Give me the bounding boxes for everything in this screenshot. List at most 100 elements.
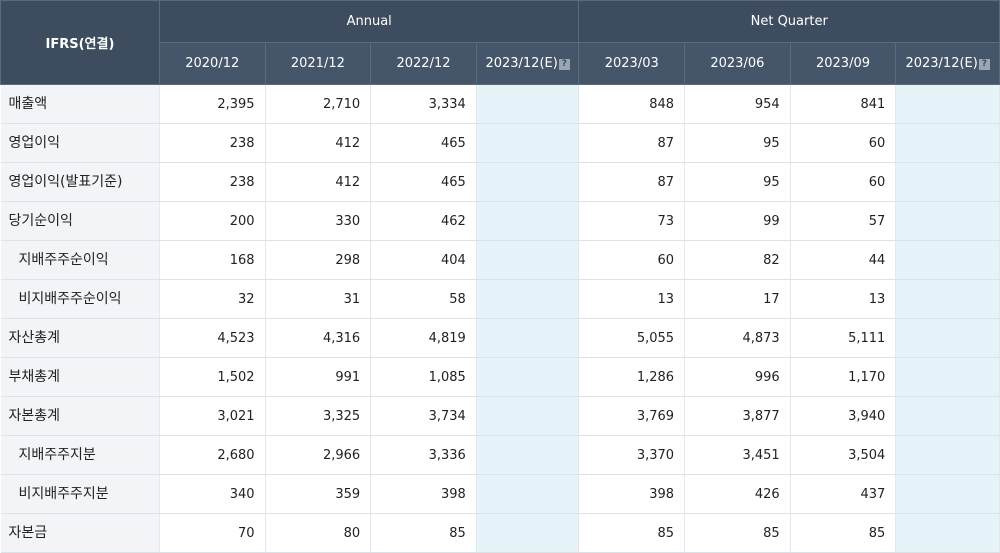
table-row: 영업이익 238 412 465 87 95 60 xyxy=(0,123,1000,163)
quarter-value-cell: 82 xyxy=(684,240,791,280)
table-row: 자산총계 4,523 4,316 4,819 5,055 4,873 5,111 xyxy=(0,318,1000,358)
annual-value-cell: 359 xyxy=(265,474,372,514)
table-row: 비지배주주순이익 32 31 58 13 17 13 xyxy=(0,279,1000,319)
row-label: 비지배주주순이익 xyxy=(0,279,160,319)
help-icon[interactable]: ? xyxy=(978,59,990,70)
quarter-estimate-cell xyxy=(895,318,1000,358)
annual-estimate-cell xyxy=(476,123,580,163)
period-header: 2023/03 xyxy=(578,42,686,85)
annual-estimate-cell xyxy=(476,240,580,280)
row-label: 당기순이익 xyxy=(0,201,160,241)
quarter-value-cell: 426 xyxy=(684,474,791,514)
quarter-value-cell: 85 xyxy=(684,513,791,553)
annual-value-cell: 2,966 xyxy=(265,435,372,475)
quarter-value-cell: 87 xyxy=(578,162,686,202)
quarter-estimate-cell xyxy=(895,513,1000,553)
period-header: 2023/06 xyxy=(684,42,791,85)
quarter-estimate-cell xyxy=(895,396,1000,436)
annual-value-cell: 80 xyxy=(265,513,372,553)
quarter-value-cell: 99 xyxy=(684,201,791,241)
period-header: 2023/09 xyxy=(789,42,897,85)
period-header: 2021/12 xyxy=(264,42,372,85)
annual-value-cell: 398 xyxy=(370,474,477,514)
annual-estimate-cell xyxy=(476,396,580,436)
row-label: 비지배주주지분 xyxy=(0,474,160,514)
annual-estimate-cell xyxy=(476,357,580,397)
quarter-value-cell: 398 xyxy=(578,474,686,514)
table-row: 자본총계 3,021 3,325 3,734 3,769 3,877 3,940 xyxy=(0,396,1000,436)
quarter-estimate-cell xyxy=(895,201,1000,241)
annual-value-cell: 3,325 xyxy=(265,396,372,436)
quarter-value-cell: 60 xyxy=(790,162,897,202)
annual-value-cell: 1,085 xyxy=(370,357,477,397)
row-label: 영업이익(발표기준) xyxy=(0,162,160,202)
quarter-value-cell: 57 xyxy=(790,201,897,241)
quarter-value-cell: 13 xyxy=(790,279,897,319)
annual-value-cell: 412 xyxy=(265,123,372,163)
quarter-value-cell: 5,055 xyxy=(578,318,686,358)
annual-estimate-cell xyxy=(476,279,580,319)
quarter-value-cell: 954 xyxy=(684,84,791,124)
quarter-value-cell: 4,873 xyxy=(684,318,791,358)
annual-value-cell: 462 xyxy=(370,201,477,241)
period-header: 2020/12 xyxy=(158,42,266,85)
table-row: 영업이익(발표기준) 238 412 465 87 95 60 xyxy=(0,162,1000,202)
quarter-estimate-cell xyxy=(895,279,1000,319)
quarter-value-cell: 1,170 xyxy=(790,357,897,397)
row-label: 매출액 xyxy=(0,84,160,124)
row-label: 자본총계 xyxy=(0,396,160,436)
quarter-value-cell: 848 xyxy=(578,84,686,124)
annual-estimate-cell xyxy=(476,84,580,124)
annual-value-cell: 168 xyxy=(159,240,266,280)
annual-value-cell: 465 xyxy=(370,162,477,202)
annual-group-header: Annual xyxy=(158,0,580,43)
quarter-value-cell: 3,769 xyxy=(578,396,686,436)
annual-estimate-cell xyxy=(476,201,580,241)
annual-value-cell: 32 xyxy=(159,279,266,319)
quarter-value-cell: 85 xyxy=(790,513,897,553)
quarter-estimate-cell xyxy=(895,435,1000,475)
help-icon[interactable]: ? xyxy=(558,59,570,70)
annual-value-cell: 1,502 xyxy=(159,357,266,397)
annual-estimate-cell xyxy=(476,318,580,358)
quarter-value-cell: 95 xyxy=(684,123,791,163)
annual-value-cell: 404 xyxy=(370,240,477,280)
row-label: 부채총계 xyxy=(0,357,160,397)
annual-value-cell: 991 xyxy=(265,357,372,397)
annual-value-cell: 412 xyxy=(265,162,372,202)
quarter-value-cell: 60 xyxy=(578,240,686,280)
ifrs-corner-header: IFRS(연결) xyxy=(0,0,160,85)
quarter-value-cell: 841 xyxy=(790,84,897,124)
quarter-value-cell: 13 xyxy=(578,279,686,319)
annual-estimate-cell xyxy=(476,513,580,553)
annual-value-cell: 465 xyxy=(370,123,477,163)
quarter-value-cell: 3,451 xyxy=(684,435,791,475)
annual-estimate-cell xyxy=(476,162,580,202)
quarter-value-cell: 996 xyxy=(684,357,791,397)
annual-value-cell: 3,021 xyxy=(159,396,266,436)
quarter-estimate-cell xyxy=(895,474,1000,514)
quarter-value-cell: 3,940 xyxy=(790,396,897,436)
quarter-estimate-cell xyxy=(895,357,1000,397)
quarter-value-cell: 95 xyxy=(684,162,791,202)
annual-value-cell: 70 xyxy=(159,513,266,553)
annual-value-cell: 4,316 xyxy=(265,318,372,358)
quarter-value-cell: 437 xyxy=(790,474,897,514)
quarter-estimate-cell xyxy=(895,123,1000,163)
quarter-value-cell: 3,370 xyxy=(578,435,686,475)
annual-estimate-cell xyxy=(476,474,580,514)
annual-value-cell: 2,710 xyxy=(265,84,372,124)
quarter-value-cell: 1,286 xyxy=(578,357,686,397)
table-row: 부채총계 1,502 991 1,085 1,286 996 1,170 xyxy=(0,357,1000,397)
annual-value-cell: 3,336 xyxy=(370,435,477,475)
annual-value-cell: 4,819 xyxy=(370,318,477,358)
quarter-value-cell: 85 xyxy=(578,513,686,553)
annual-value-cell: 200 xyxy=(159,201,266,241)
annual-value-cell: 298 xyxy=(265,240,372,280)
quarter-value-cell: 60 xyxy=(790,123,897,163)
table-row: 매출액 2,395 2,710 3,334 848 954 841 xyxy=(0,84,1000,124)
row-label: 자본금 xyxy=(0,513,160,553)
quarter-value-cell: 87 xyxy=(578,123,686,163)
annual-value-cell: 340 xyxy=(159,474,266,514)
